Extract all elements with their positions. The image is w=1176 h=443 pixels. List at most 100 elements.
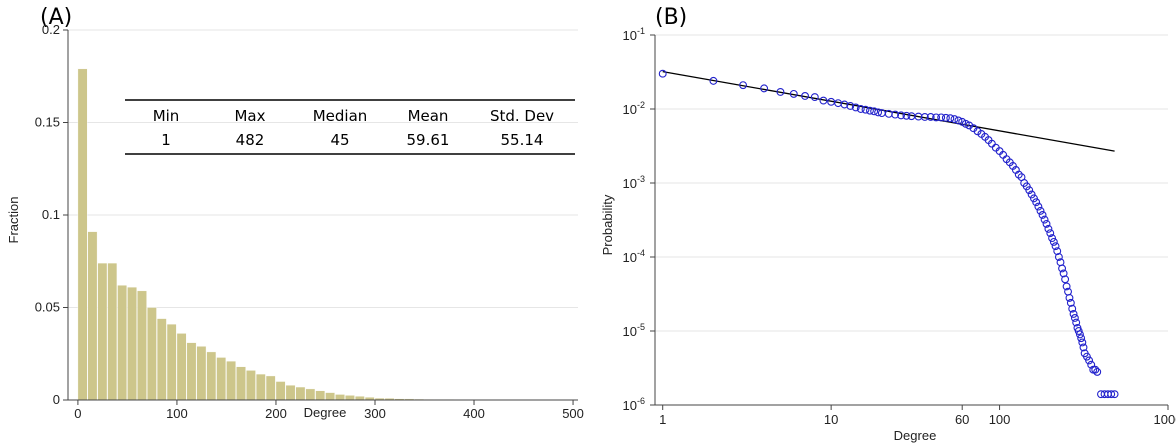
stats-value-min: 1 xyxy=(161,131,171,149)
panel-b-label: (B) xyxy=(655,5,687,30)
scatter-point xyxy=(851,103,860,112)
histogram-bar xyxy=(285,385,296,401)
histogram-bar xyxy=(354,396,365,401)
scatter-point xyxy=(941,113,950,122)
scatter-point xyxy=(987,139,996,148)
scatter-point xyxy=(891,110,900,119)
panel-a-x-tick-label: 200 xyxy=(265,406,287,421)
scatter-point xyxy=(1072,318,1081,327)
histogram-bar xyxy=(117,285,128,401)
histogram-bar xyxy=(87,231,98,401)
scatter-point xyxy=(1038,211,1047,219)
histogram-bar xyxy=(226,360,236,401)
scatter-point xyxy=(658,69,667,78)
stats-value-mean: 59.61 xyxy=(407,131,450,149)
scatter-point xyxy=(810,93,819,102)
panel-a-y-tick-label: 0.05 xyxy=(35,300,60,315)
panel-a-x-tick-label: 0 xyxy=(74,406,81,421)
stats-value-median: 45 xyxy=(330,131,349,149)
scatter-point xyxy=(819,96,828,105)
scatter-point xyxy=(1075,330,1084,339)
panel-b-x-axis-label: Degree xyxy=(894,428,937,443)
histogram-bar xyxy=(186,342,197,401)
scatter-point xyxy=(801,92,809,100)
scatter-point xyxy=(1044,224,1053,233)
scatter-point xyxy=(1059,269,1068,278)
histogram-bar xyxy=(216,357,227,401)
panel-a-x-tick-label: 500 xyxy=(562,406,584,421)
histogram-panel: 0 0.05 0.1 0.15 0.2 0 100 200 300 400 500 xyxy=(35,22,584,421)
histogram-bar xyxy=(246,370,256,401)
scatter-point xyxy=(954,116,963,125)
scatter-point xyxy=(1110,390,1119,399)
histogram-bar xyxy=(166,323,177,401)
scatter-point xyxy=(1069,309,1078,318)
histogram-bar xyxy=(345,395,355,401)
stats-header-median: Median xyxy=(313,107,368,125)
stats-value-max: 482 xyxy=(236,131,265,149)
scatter-point xyxy=(1051,242,1060,251)
stats-header-min: Min xyxy=(153,107,180,125)
scatter-point xyxy=(1070,314,1079,322)
stats-header-std-dev: Std. Dev xyxy=(490,107,554,125)
scatter-point xyxy=(1061,275,1070,284)
panel-a-y-tick-label: 0.2 xyxy=(42,22,60,37)
scatter-point xyxy=(866,106,874,115)
panel-a-y-axis-label: Fraction xyxy=(6,197,21,244)
panel-a-x-tick-label: 100 xyxy=(166,406,188,421)
scatter-point xyxy=(1091,365,1100,374)
panel-b-y-tick-label: 10-1 xyxy=(623,26,645,43)
panel-b-x-tick-label: 10 xyxy=(824,412,838,427)
panel-b-y-tick-label: 10-4 xyxy=(623,248,645,265)
scatter-point xyxy=(709,76,718,85)
scatter-point xyxy=(1027,190,1036,199)
histogram-bar xyxy=(265,375,276,401)
scatter-point xyxy=(739,81,748,90)
scatter-point xyxy=(1107,390,1116,399)
scatter-point xyxy=(920,113,929,121)
scatter-point xyxy=(1062,282,1071,291)
scatter-point xyxy=(1049,237,1058,246)
histogram-bar xyxy=(107,262,118,401)
scatter-point xyxy=(946,114,955,123)
scatter-point xyxy=(840,100,849,109)
stats-value-std-dev: 55.14 xyxy=(501,131,544,149)
panel-b-y-tick-label: 10-2 xyxy=(623,100,645,117)
histogram-bar xyxy=(127,286,137,401)
histogram-bar xyxy=(196,346,207,401)
scatter-point xyxy=(1079,343,1088,352)
panel-a-y-tick-label: 0.1 xyxy=(42,207,60,222)
scatter-point xyxy=(950,115,959,124)
scatter-point xyxy=(776,87,785,96)
scatter-point xyxy=(1014,170,1023,179)
histogram-bar xyxy=(335,394,345,401)
panel-a-x-axis-label: Degree xyxy=(304,405,347,420)
scatter-point xyxy=(760,84,769,93)
panel-a-y-tick-label: 0 xyxy=(53,392,60,407)
histogram-bar xyxy=(137,290,147,401)
histogram-bar xyxy=(147,307,157,401)
scatter-point xyxy=(1036,206,1045,215)
panel-b-x-tick-label: 100 xyxy=(989,412,1011,427)
histogram-bar xyxy=(255,373,266,401)
scatter-point xyxy=(902,111,911,120)
scatter-point xyxy=(789,89,798,98)
power-law-fit-line xyxy=(662,70,1115,152)
scatter-point xyxy=(861,105,870,114)
scatter-point xyxy=(1058,264,1067,273)
panel-b-y-axis-label: Probability xyxy=(600,194,615,255)
scatter-point xyxy=(1034,202,1043,211)
histogram-bar xyxy=(315,390,326,401)
histogram-bar xyxy=(275,381,286,401)
scatter-point xyxy=(846,101,855,110)
degree-distribution-panel: 10-6 10-5 10-4 10-3 10-2 10-1 1 10 60 100 1000 xyxy=(623,26,1176,427)
scatter-point xyxy=(932,113,941,122)
scatter-point xyxy=(1068,304,1077,313)
scatter-point xyxy=(1065,293,1074,302)
scatter-point xyxy=(926,113,935,121)
histogram-bar xyxy=(206,351,217,401)
scatter-point xyxy=(1087,360,1096,369)
histogram-bar xyxy=(156,318,167,401)
stats-header-max: Max xyxy=(234,107,265,125)
